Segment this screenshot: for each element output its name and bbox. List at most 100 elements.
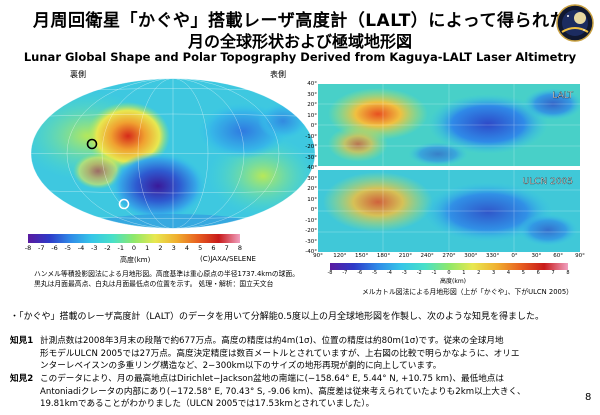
- colorbar-left-ticks: -8 -7 -6 -5 -4 -3 -2 -1 0 1 2 3 4 5 6 7 8: [24, 244, 243, 254]
- left-caption-line-1: ハンメル等積投影図法による月地形図。高度基準は重心原点の半径1737.4kmの球…: [34, 270, 300, 278]
- colorbar-left-tick: 3: [171, 244, 176, 252]
- lalt-panel-label: LALT: [552, 91, 573, 101]
- intro-text: ・「かぐや」搭載のレーザ高度計（LALT）のデータを用いて分解能0.5度以上の月…: [10, 312, 545, 322]
- finding-2-head: 知見2: [10, 374, 34, 384]
- highest-point-marker: [86, 138, 98, 150]
- ulcn-panel: [318, 170, 580, 252]
- colorbar-left-tick: -2: [104, 244, 111, 252]
- colorbar-left-tick: -8: [24, 244, 32, 252]
- finding-1: 知見1 計測点数は2008年3月末の段階で約677万点。高度の精度は約4m(1σ)…: [10, 335, 590, 373]
- colorbar-right-ticks: -8 -7 -6 -5 -4 -3 -2 -1 0 1 2 3 4 5 6 7 8: [327, 270, 570, 278]
- finding-1-line-2: 形モデルULCN 2005では27万点。高度決定精度は数百メートルとされています…: [40, 348, 520, 359]
- right-caption: メルカトル図法による月地形図（上が「かぐや」、下がULCN 2005）: [362, 288, 573, 296]
- mercator-lat-ticks: 40° 30° 20° 10° 0° -10° -20° -30° 40° 30° 20° 10° 0°…: [300, 81, 318, 255]
- colorbar-right-tick: -4: [387, 270, 392, 276]
- longitude-tick: 120°: [333, 253, 347, 259]
- latitude-tick: -20°: [305, 228, 317, 234]
- longitude-tick: 270°: [442, 253, 456, 259]
- finding-1-head: 知見1: [10, 336, 34, 346]
- lowest-point-marker: [118, 198, 130, 210]
- latitude-tick: -10°: [305, 217, 317, 224]
- latitude-tick: 10°: [307, 196, 317, 203]
- title-english: Lunar Global Shape and Polar Topography …: [23, 50, 577, 64]
- colorbar-left-unit: 高度(km): [120, 256, 151, 264]
- title-line-1: 月周回衛星「かぐや」搭載レーザ高度計（LALT）によって得られた: [33, 11, 567, 31]
- colorbar-left-tick: -6: [51, 244, 58, 252]
- colorbar-left-tick: 1: [145, 244, 150, 252]
- latitude-tick: 30°: [307, 175, 317, 182]
- latitude-tick: -20°: [305, 144, 317, 150]
- longitude-tick: 90°: [575, 253, 585, 259]
- longitude-tick: 210°: [398, 253, 412, 259]
- colorbar-right-tick: 6: [536, 270, 540, 276]
- colorbar-right-tick: -8: [327, 270, 333, 276]
- mercator-comparison-map: LALT ULCN 2005: [318, 84, 580, 252]
- mercator-lon-ticks: 90° 120° 150° 180° 210° 240° 270° 300° 330° 0° 30°…: [313, 253, 585, 261]
- latitude-tick: 40°: [307, 165, 317, 171]
- finding-2: 知見2 このデータにより、月の最高地点はDirichlet−Jackson盆地の南…: [10, 373, 590, 411]
- latitude-tick: -30°: [305, 154, 317, 161]
- latitude-tick: -10°: [305, 133, 317, 140]
- finding-2-line-1: このデータにより、月の最高地点はDirichlet−Jackson盆地の南端に(…: [40, 374, 504, 384]
- colorbar-left-tick: -5: [64, 244, 71, 252]
- colorbar-right-tick: 4: [506, 270, 511, 276]
- longitude-tick: 330°: [486, 253, 500, 259]
- colorbar-right-unit: 高度(km): [440, 278, 467, 285]
- colorbar-right-tick: 5: [521, 270, 525, 276]
- colorbar-left-tick: 6: [211, 244, 216, 252]
- colorbar-left-tick: 0: [131, 244, 137, 252]
- far-side-label: 裏側: [70, 70, 86, 79]
- colorbar-right-tick: 1: [462, 270, 466, 276]
- longitude-tick: 300°: [464, 253, 478, 259]
- latitude-tick: 20°: [307, 186, 317, 192]
- colorbar-right-tick: -2: [416, 270, 422, 276]
- colorbar-left-tick: -3: [91, 244, 98, 252]
- longitude-tick: 150°: [355, 253, 369, 259]
- longitude-tick: 0°: [511, 253, 518, 259]
- finding-1-line-3: ンターレベイスンの多重リング構造など、2−300km以下のサイズの地形再現が劇的…: [40, 361, 442, 371]
- longitude-tick: 60°: [553, 253, 564, 259]
- title-line-2: 月の全球形状および極域地形図: [187, 32, 412, 51]
- left-caption-line-2: 黒丸は月面最高点、白丸は月面最低点の位置を示す。 処理・解析：国立天文台: [34, 280, 274, 288]
- colorbar-right: [330, 263, 568, 270]
- near-side-label: 表側: [270, 70, 286, 79]
- latitude-tick: 0°: [310, 123, 317, 129]
- colorbar-right-tick: -3: [401, 270, 407, 276]
- selene-logo: [556, 4, 594, 42]
- latitude-tick: -30°: [305, 238, 317, 245]
- colorbar-left: [28, 234, 240, 243]
- colorbar-left-tick: 5: [198, 244, 203, 252]
- lalt-panel: [318, 84, 580, 166]
- colorbar-right-tick: -1: [431, 270, 437, 276]
- hammer-topography-map: [30, 78, 316, 229]
- colorbar-right-tick: -6: [357, 270, 363, 276]
- latitude-tick: 0°: [310, 207, 317, 213]
- finding-2-line-3: 19.81kmであることがわかりました（ULCN 2005では17.53kmとさ…: [40, 399, 375, 409]
- colorbar-left-tick: -1: [117, 244, 124, 252]
- copyright: (C)JAXA/SELENE: [200, 255, 256, 263]
- latitude-tick: 10°: [307, 112, 317, 119]
- colorbar-left-tick: 8: [237, 244, 243, 252]
- colorbar-right-tick: -7: [342, 270, 348, 276]
- colorbar-right-tick: 2: [477, 270, 481, 276]
- colorbar-left-tick: -4: [77, 244, 85, 252]
- colorbar-left-tick: 7: [224, 244, 229, 252]
- colorbar-right-tick: 7: [551, 270, 555, 276]
- longitude-tick: 30°: [531, 253, 542, 259]
- latitude-tick: 20°: [307, 102, 317, 108]
- page-number: 8: [585, 392, 592, 403]
- latitude-tick: -40°: [305, 249, 317, 255]
- latitude-tick: 30°: [307, 91, 317, 98]
- colorbar-right-tick: 8: [566, 270, 570, 276]
- finding-2-line-2: Antoniadiクレータの内部にあり(−172.58° E, 70.43° S…: [40, 386, 526, 397]
- colorbar-right-tick: 0: [447, 270, 451, 276]
- finding-1-line-1: 計測点数は2008年3月末の段階で約677万点。高度の精度は約4m(1σ)、位置…: [40, 336, 504, 346]
- longitude-tick: 90°: [313, 253, 323, 259]
- colorbar-right-tick: -5: [372, 270, 378, 276]
- latitude-tick: 40°: [307, 81, 317, 87]
- colorbar-left-tick: 4: [184, 244, 190, 252]
- colorbar-right-tick: 3: [492, 270, 496, 276]
- colorbar-left-tick: 2: [158, 244, 163, 252]
- longitude-tick: 240°: [420, 253, 434, 259]
- colorbar-left-tick: -7: [38, 244, 45, 252]
